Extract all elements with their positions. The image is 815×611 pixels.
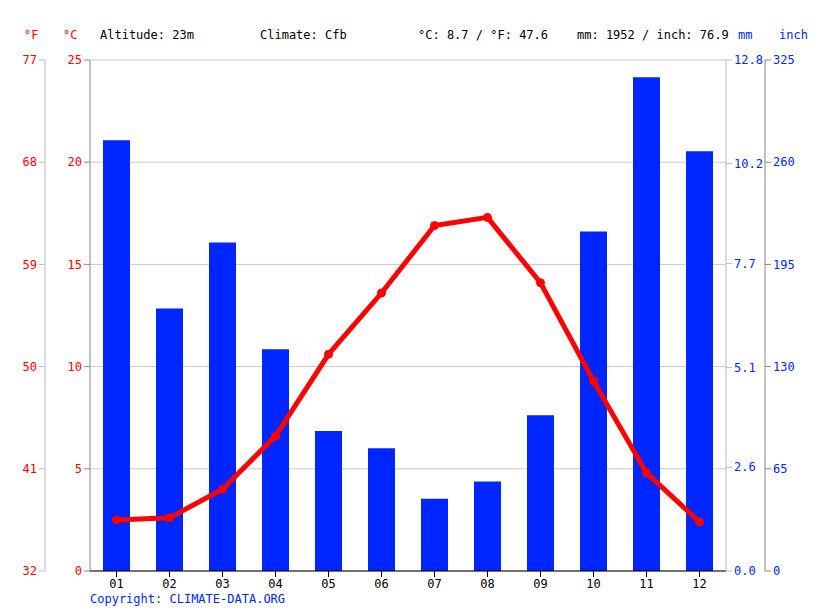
svg-text:59: 59 (23, 258, 37, 272)
svg-text:02: 02 (162, 577, 176, 591)
svg-text:0: 0 (773, 564, 780, 578)
svg-text:0: 0 (75, 564, 82, 578)
svg-text:04: 04 (268, 577, 282, 591)
svg-text:05: 05 (321, 577, 335, 591)
svg-text:5: 5 (75, 462, 82, 476)
html-text:°C: °C (63, 28, 78, 42)
svg-text:08: 08 (480, 577, 494, 591)
html-text:Copyright: CLIMATE-DATA.ORG: Copyright: CLIMATE-DATA.ORG (90, 592, 286, 606)
svg-text:10: 10 (586, 577, 600, 591)
svg-text:32: 32 (23, 564, 37, 578)
html-text:mm: 1952 / inch: 76.9: mm: 1952 / inch: 76.9 (577, 28, 729, 42)
html-text:mm: mm (738, 28, 753, 42)
svg-text:65: 65 (773, 462, 787, 476)
svg-text:5.1: 5.1 (734, 361, 756, 375)
svg-text:01: 01 (109, 577, 123, 591)
svg-text:68: 68 (23, 155, 37, 169)
svg-text:10.2: 10.2 (734, 157, 763, 171)
html-text:inch: inch (779, 28, 808, 42)
svg-text:260: 260 (773, 155, 795, 169)
svg-text:10: 10 (68, 360, 82, 374)
svg-text:12.8: 12.8 (734, 53, 763, 67)
svg-text:2.6: 2.6 (734, 460, 756, 474)
svg-text:25: 25 (68, 53, 82, 67)
svg-text:130: 130 (773, 360, 795, 374)
svg-text:15: 15 (68, 258, 82, 272)
html-text:°F: °F (24, 28, 39, 42)
svg-text:06: 06 (374, 577, 388, 591)
svg-text:325: 325 (773, 53, 795, 67)
svg-text:195: 195 (773, 258, 795, 272)
svg-text:11: 11 (639, 577, 653, 591)
svg-text:77: 77 (23, 53, 37, 67)
html-text:Altitude: 23m: Altitude: 23m (100, 28, 194, 42)
svg-text:03: 03 (215, 577, 229, 591)
svg-text:20: 20 (68, 155, 82, 169)
svg-text:12: 12 (692, 577, 706, 591)
svg-text:7.7: 7.7 (734, 257, 756, 271)
html-text:°C: 8.7 / °F: 47.6: °C: 8.7 / °F: 47.6 (418, 28, 548, 42)
svg-text:41: 41 (23, 462, 37, 476)
svg-text:50: 50 (23, 360, 37, 374)
svg-text:07: 07 (427, 577, 441, 591)
svg-text:09: 09 (533, 577, 547, 591)
html-text:Climate: Cfb: Climate: Cfb (260, 28, 347, 42)
svg-text:0.0: 0.0 (734, 564, 756, 578)
